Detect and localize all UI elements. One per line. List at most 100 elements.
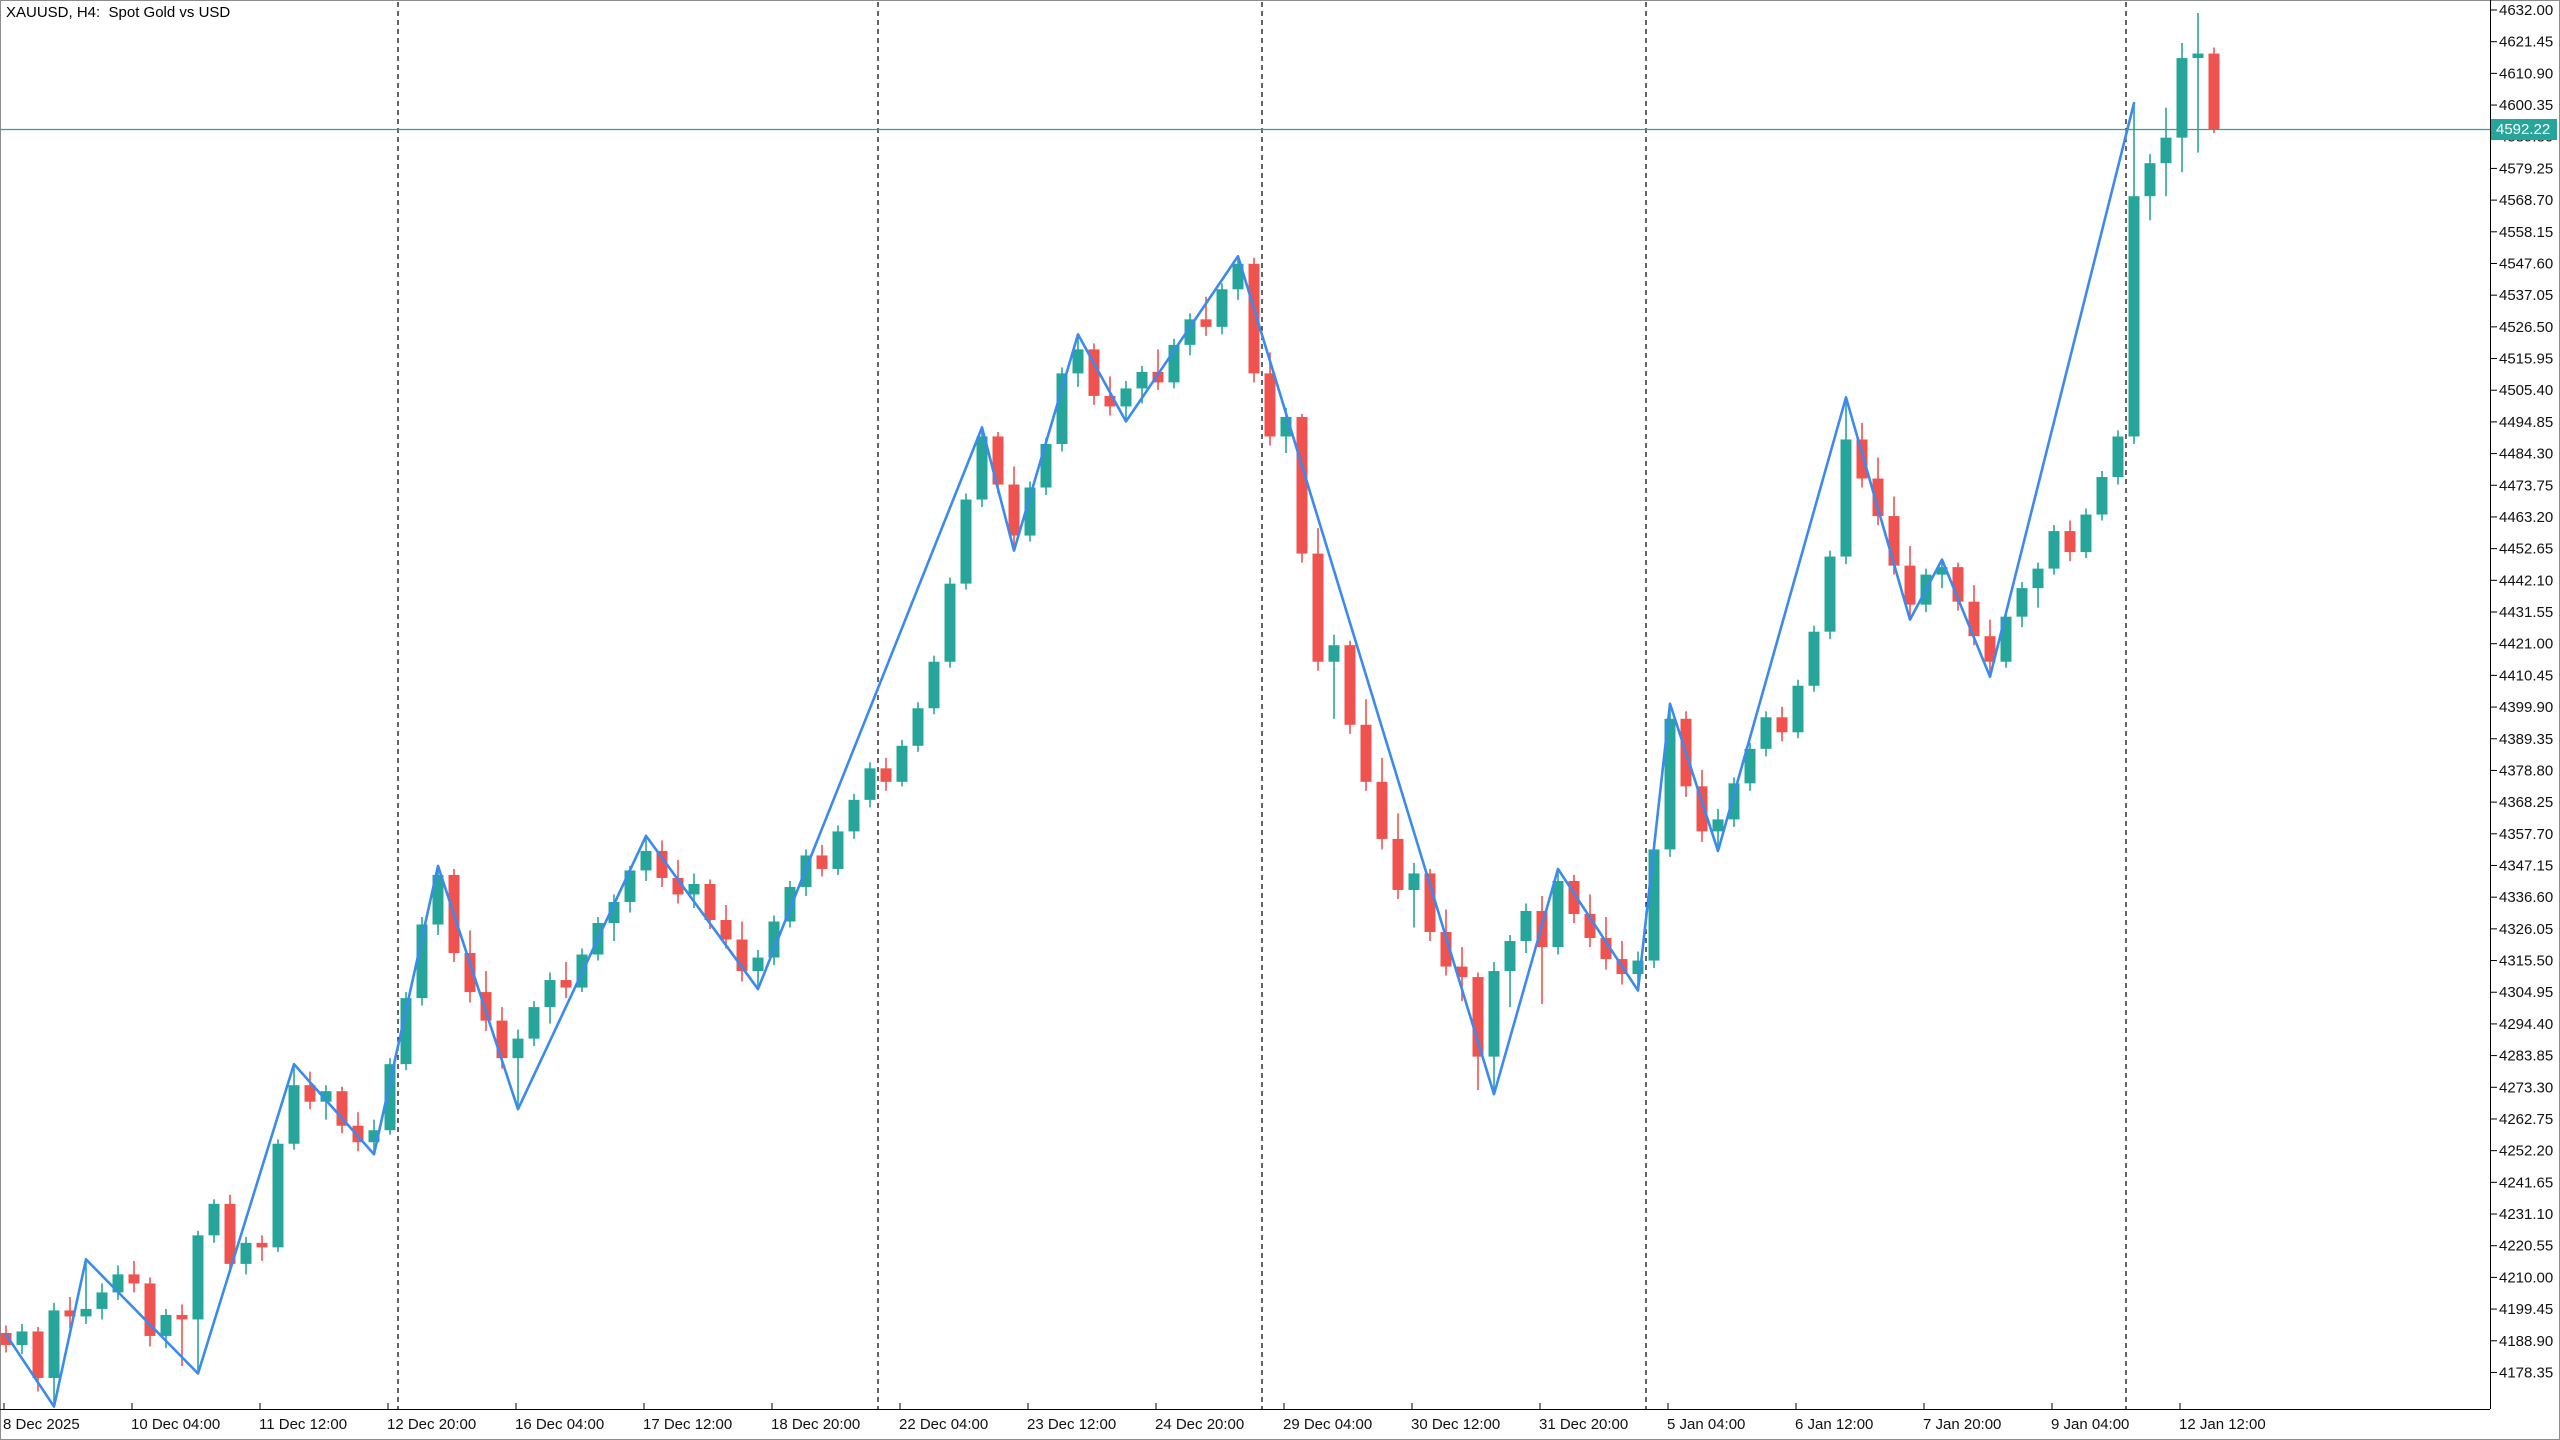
- candle-down: [1008, 484, 1020, 536]
- price-tick-label: 4252.20: [2499, 1143, 2553, 1160]
- candle-down: [1312, 553, 1324, 662]
- candle-down: [1568, 880, 1580, 914]
- candle-up: [512, 1038, 524, 1059]
- candle-up: [624, 870, 636, 902]
- candle-down: [0, 1332, 12, 1345]
- time-tick-label: 29 Dec 04:00: [1283, 1416, 1372, 1433]
- candle-up: [1504, 941, 1516, 972]
- candle-down: [1104, 395, 1116, 407]
- price-tick-label: 4568.70: [2499, 192, 2553, 209]
- time-tick-label: 30 Dec 12:00: [1411, 1416, 1500, 1433]
- candle-up: [416, 924, 428, 999]
- time-tick-label: 31 Dec 20:00: [1539, 1416, 1628, 1433]
- candle-down: [1088, 349, 1100, 396]
- candle-down: [1360, 724, 1372, 782]
- price-tick-label: 4526.50: [2499, 319, 2553, 336]
- price-tick-label: 4262.75: [2499, 1111, 2553, 1128]
- candle-up: [1232, 263, 1244, 290]
- price-tick-label: 4558.15: [2499, 224, 2553, 241]
- candle-down: [1776, 717, 1788, 733]
- price-tick-label: 4452.65: [2499, 541, 2553, 558]
- candle-up: [48, 1310, 60, 1379]
- candle-up: [1808, 631, 1820, 686]
- candle-up: [1744, 748, 1756, 784]
- candle-up: [1184, 319, 1196, 345]
- price-tick-label: 4484.30: [2499, 446, 2553, 463]
- candle-up: [1280, 416, 1292, 437]
- price-tick-label: 4368.25: [2499, 794, 2553, 811]
- price-tick-label: 4515.95: [2499, 351, 2553, 368]
- candle-down: [1200, 319, 1212, 327]
- candle-down: [1392, 838, 1404, 890]
- price-tick-label: 4220.55: [2499, 1238, 2553, 1255]
- price-tick-label: 4304.95: [2499, 984, 2553, 1001]
- time-tick-label: 5 Jan 04:00: [1667, 1416, 1745, 1433]
- candle-down: [1152, 371, 1164, 383]
- candle-down: [656, 850, 668, 878]
- candle-up: [544, 980, 556, 1008]
- candle-down: [1248, 263, 1260, 374]
- candle-up: [1632, 960, 1644, 975]
- candle-up: [272, 1143, 284, 1248]
- candle-down: [304, 1085, 316, 1102]
- candle-up: [288, 1085, 300, 1144]
- candle-down: [1376, 781, 1388, 839]
- candle-down: [64, 1310, 76, 1317]
- price-tick-label: 4431.55: [2499, 604, 2553, 621]
- candle-up: [1024, 487, 1036, 536]
- candle-down: [1440, 932, 1452, 967]
- candle-down: [1472, 977, 1484, 1057]
- candle-down: [560, 980, 572, 988]
- candle-down: [256, 1242, 268, 1248]
- candle-down: [1264, 373, 1276, 437]
- candle-up: [1040, 443, 1052, 488]
- candle-up: [1648, 849, 1660, 961]
- candle-down: [1344, 645, 1356, 725]
- candle-up: [1520, 910, 1532, 942]
- candle-down: [1872, 478, 1884, 517]
- price-tick-label: 4537.05: [2499, 287, 2553, 304]
- price-tick-label: 4494.85: [2499, 414, 2553, 431]
- candle-down: [144, 1283, 156, 1336]
- candle-down: [880, 768, 892, 782]
- candle-up: [688, 883, 700, 895]
- candle-up: [1792, 685, 1804, 733]
- candle-down: [1952, 567, 1964, 602]
- candle-up: [2128, 196, 2140, 437]
- current-price-label: 4592.22: [2491, 118, 2557, 140]
- candle-down: [1584, 913, 1596, 939]
- price-tick-label: 4547.60: [2499, 255, 2553, 272]
- chart-title: XAUUSD, H4: Spot Gold vs USD: [6, 4, 231, 21]
- price-tick-label: 4399.90: [2499, 699, 2553, 716]
- price-tick-label: 4632.00: [2499, 2, 2553, 19]
- candle-up: [912, 708, 924, 746]
- candle-up: [864, 768, 876, 800]
- zigzag-indicator-line: [4, 101, 2136, 1408]
- price-tick-label: 4505.40: [2499, 382, 2553, 399]
- time-tick-label: 12 Jan 12:00: [2179, 1416, 2266, 1433]
- price-tick-label: 4283.85: [2499, 1048, 2553, 1065]
- candle-down: [496, 1020, 508, 1059]
- candle-up: [400, 998, 412, 1065]
- candle-down: [480, 992, 492, 1021]
- price-tick-label: 4315.50: [2499, 953, 2553, 970]
- candle-down: [32, 1331, 44, 1379]
- candle-up: [2000, 616, 2012, 662]
- candle-up: [1120, 388, 1132, 407]
- candle-up: [2080, 514, 2092, 553]
- candle-up: [960, 499, 972, 584]
- candle-up: [640, 850, 652, 871]
- candle-up: [96, 1292, 108, 1309]
- candle-down: [1600, 938, 1612, 960]
- candle-down: [2208, 53, 2220, 130]
- price-tick-label: 4188.90: [2499, 1333, 2553, 1350]
- price-tick-label: 4210.00: [2499, 1269, 2553, 1286]
- time-tick-label: 16 Dec 04:00: [515, 1416, 604, 1433]
- candles-layer: [0, 13, 2220, 1406]
- candle-up: [432, 874, 444, 925]
- candle-down: [816, 855, 828, 869]
- candle-down: [1856, 439, 1868, 479]
- candle-up: [2176, 58, 2188, 138]
- candle-down: [672, 877, 684, 895]
